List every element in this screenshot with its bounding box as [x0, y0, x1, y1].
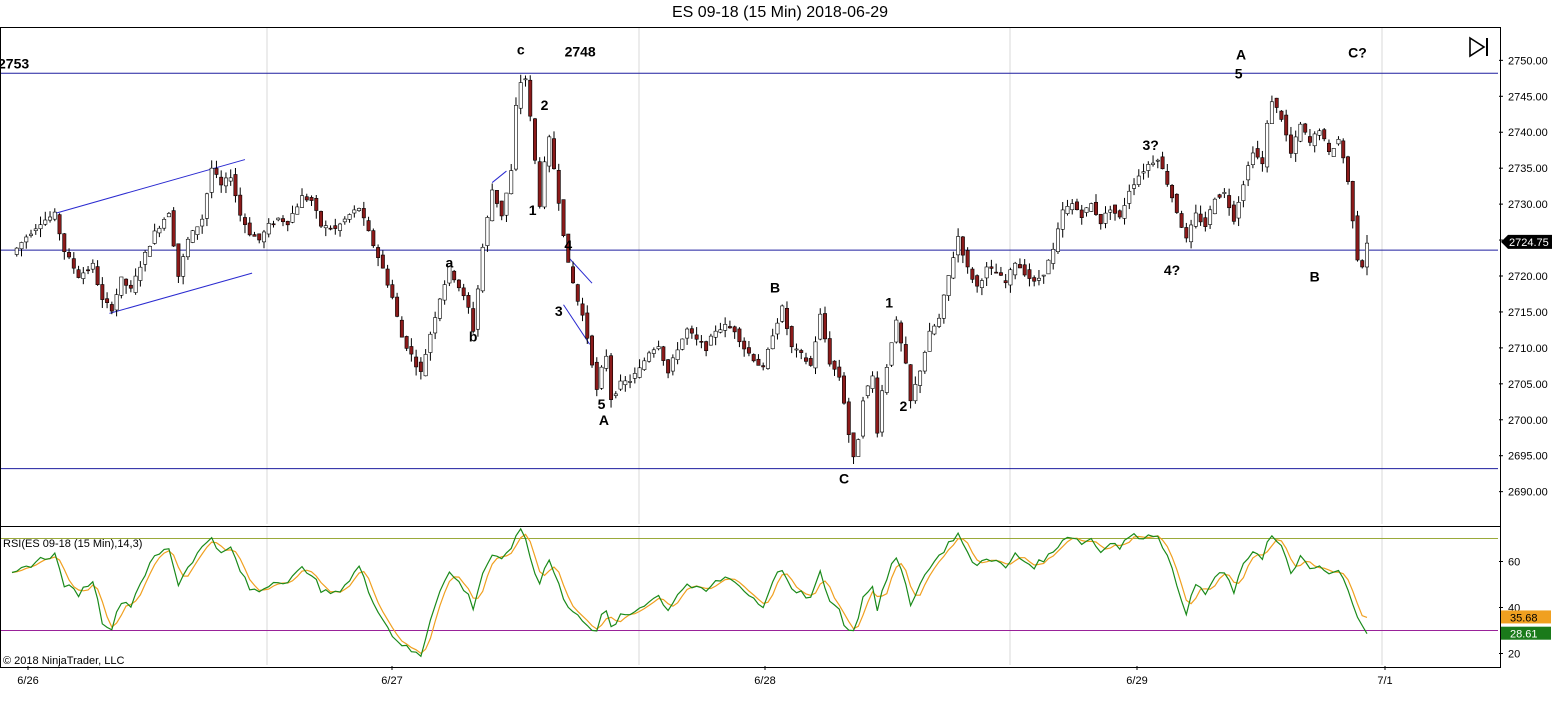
rsi-axis-tick-label: 40	[1508, 603, 1520, 615]
price-axis-tick-label: 2690.00	[1508, 487, 1548, 499]
chart-title: ES 09-18 (15 Min) 2018-06-29	[671, 4, 889, 21]
time-axis-tick-label: 6/27	[381, 675, 402, 687]
rsi-axis-tick-label: 20	[1508, 649, 1520, 661]
price-axis-tick-label: 2715.00	[1508, 307, 1548, 319]
price-axis-tick-label: 2705.00	[1508, 379, 1548, 391]
copyright-notice: © 2018 NinjaTrader, LLC	[3, 655, 125, 667]
price-axis-tick-label: 2725.00	[1508, 235, 1548, 247]
time-axis-tick-label: 6/28	[754, 675, 775, 687]
price-axis-tick-label: 2730.00	[1508, 199, 1548, 211]
last-price-marker	[1501, 234, 1552, 249]
price-axis-tick-label: 2720.00	[1508, 271, 1548, 283]
signal-last-label: 35.68	[1510, 612, 1538, 624]
price-axis-tick-label: 2750.00	[1508, 55, 1548, 67]
play-to-end-icon[interactable]	[1466, 35, 1492, 59]
price-axis-tick-label: 2740.00	[1508, 127, 1548, 139]
price-axis-tick-label: 2735.00	[1508, 163, 1548, 175]
price-axis-tick-label: 2710.00	[1508, 343, 1548, 355]
price-axis-tick-label: 2695.00	[1508, 451, 1548, 463]
price-pane[interactable]	[0, 27, 1501, 527]
rsi-pane[interactable]	[0, 526, 1501, 668]
rsi-last-label: 28.61	[1510, 629, 1538, 641]
time-axis-tick-label: 6/29	[1126, 675, 1147, 687]
price-axis-tick-label: 2700.00	[1508, 415, 1548, 427]
rsi-indicator-label: RSI(ES 09-18 (15 Min),14,3)	[3, 538, 143, 550]
rsi-last-marker	[1501, 626, 1551, 640]
time-axis-tick-label: 6/26	[17, 675, 38, 687]
last-price-label: 2724.75	[1509, 237, 1549, 249]
signal-last-marker	[1501, 610, 1551, 624]
rsi-axis-tick-label: 60	[1508, 557, 1520, 569]
price-axis-tick-label: 2745.00	[1508, 91, 1548, 103]
time-axis-tick-label: 7/1	[1377, 675, 1392, 687]
